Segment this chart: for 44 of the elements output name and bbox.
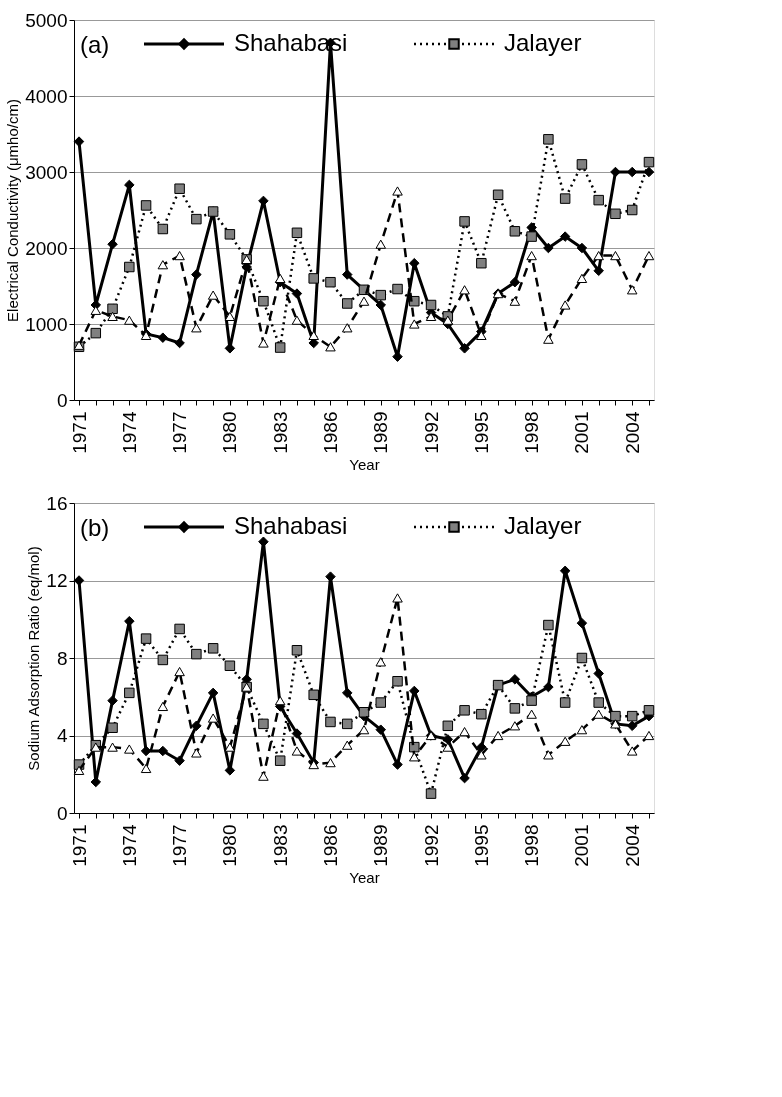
x-tick-label: 2001 [571, 411, 593, 454]
y-tick-label: 0 [56, 802, 68, 824]
legend-label: Jalayer [504, 29, 582, 56]
x-tick-label: 1986 [319, 824, 341, 867]
x-axis-title: Year [349, 868, 380, 886]
y-tick-label: 12 [46, 570, 68, 591]
y-tick-label: 0 [56, 389, 68, 411]
x-tick-label: 1992 [420, 824, 442, 867]
x-tick-label: 1971 [68, 824, 90, 867]
x-tick-label: 1977 [169, 824, 191, 867]
x-tick-label: 1992 [420, 411, 442, 454]
x-tick-label: 1986 [319, 411, 341, 454]
x-tick-label: 1989 [370, 411, 392, 454]
x-tick-label: 1974 [118, 411, 140, 454]
x-axis-title: Year [349, 455, 380, 473]
y-tick-label: 4000 [25, 85, 68, 107]
x-tick-label: 1995 [470, 824, 492, 867]
y-tick-label: 3000 [25, 161, 68, 183]
x-tick-label: 2004 [621, 824, 643, 867]
x-tick-label: 1983 [269, 411, 291, 454]
x-tick-label: 1989 [370, 824, 392, 867]
x-tick-label: 1974 [118, 824, 140, 867]
x-tick-label: 1980 [219, 824, 241, 867]
y-tick-label: 4 [56, 725, 68, 746]
legend-label: Jalayer [504, 512, 582, 539]
x-tick-label: 1998 [521, 824, 543, 867]
x-tick-label: 1983 [269, 824, 291, 867]
y-tick-label: 2000 [25, 237, 68, 259]
y-tick-label: 16 [46, 492, 68, 514]
y-axis-title: Electrical Conductivity (μmho/cm) [4, 99, 22, 322]
annotation: (a) [80, 31, 110, 58]
x-tick-label: 1980 [219, 411, 241, 454]
y-tick-label: 8 [56, 647, 68, 669]
x-tick-label: 2001 [571, 824, 593, 867]
x-tick-label: 1995 [470, 411, 492, 454]
y-axis-title: Sodium Adsorption Ratio (eq/mol) [25, 546, 43, 771]
x-tick-label: 1998 [521, 411, 543, 454]
y-tick-label: 5000 [25, 9, 68, 31]
y-tick-label: 1000 [25, 313, 68, 335]
annotation: (b) [80, 514, 110, 541]
x-tick-label: 1977 [169, 411, 191, 454]
x-tick-label: 1971 [68, 411, 90, 454]
legend-label: Shahabasi [234, 512, 348, 539]
x-tick-label: 2004 [621, 411, 643, 454]
